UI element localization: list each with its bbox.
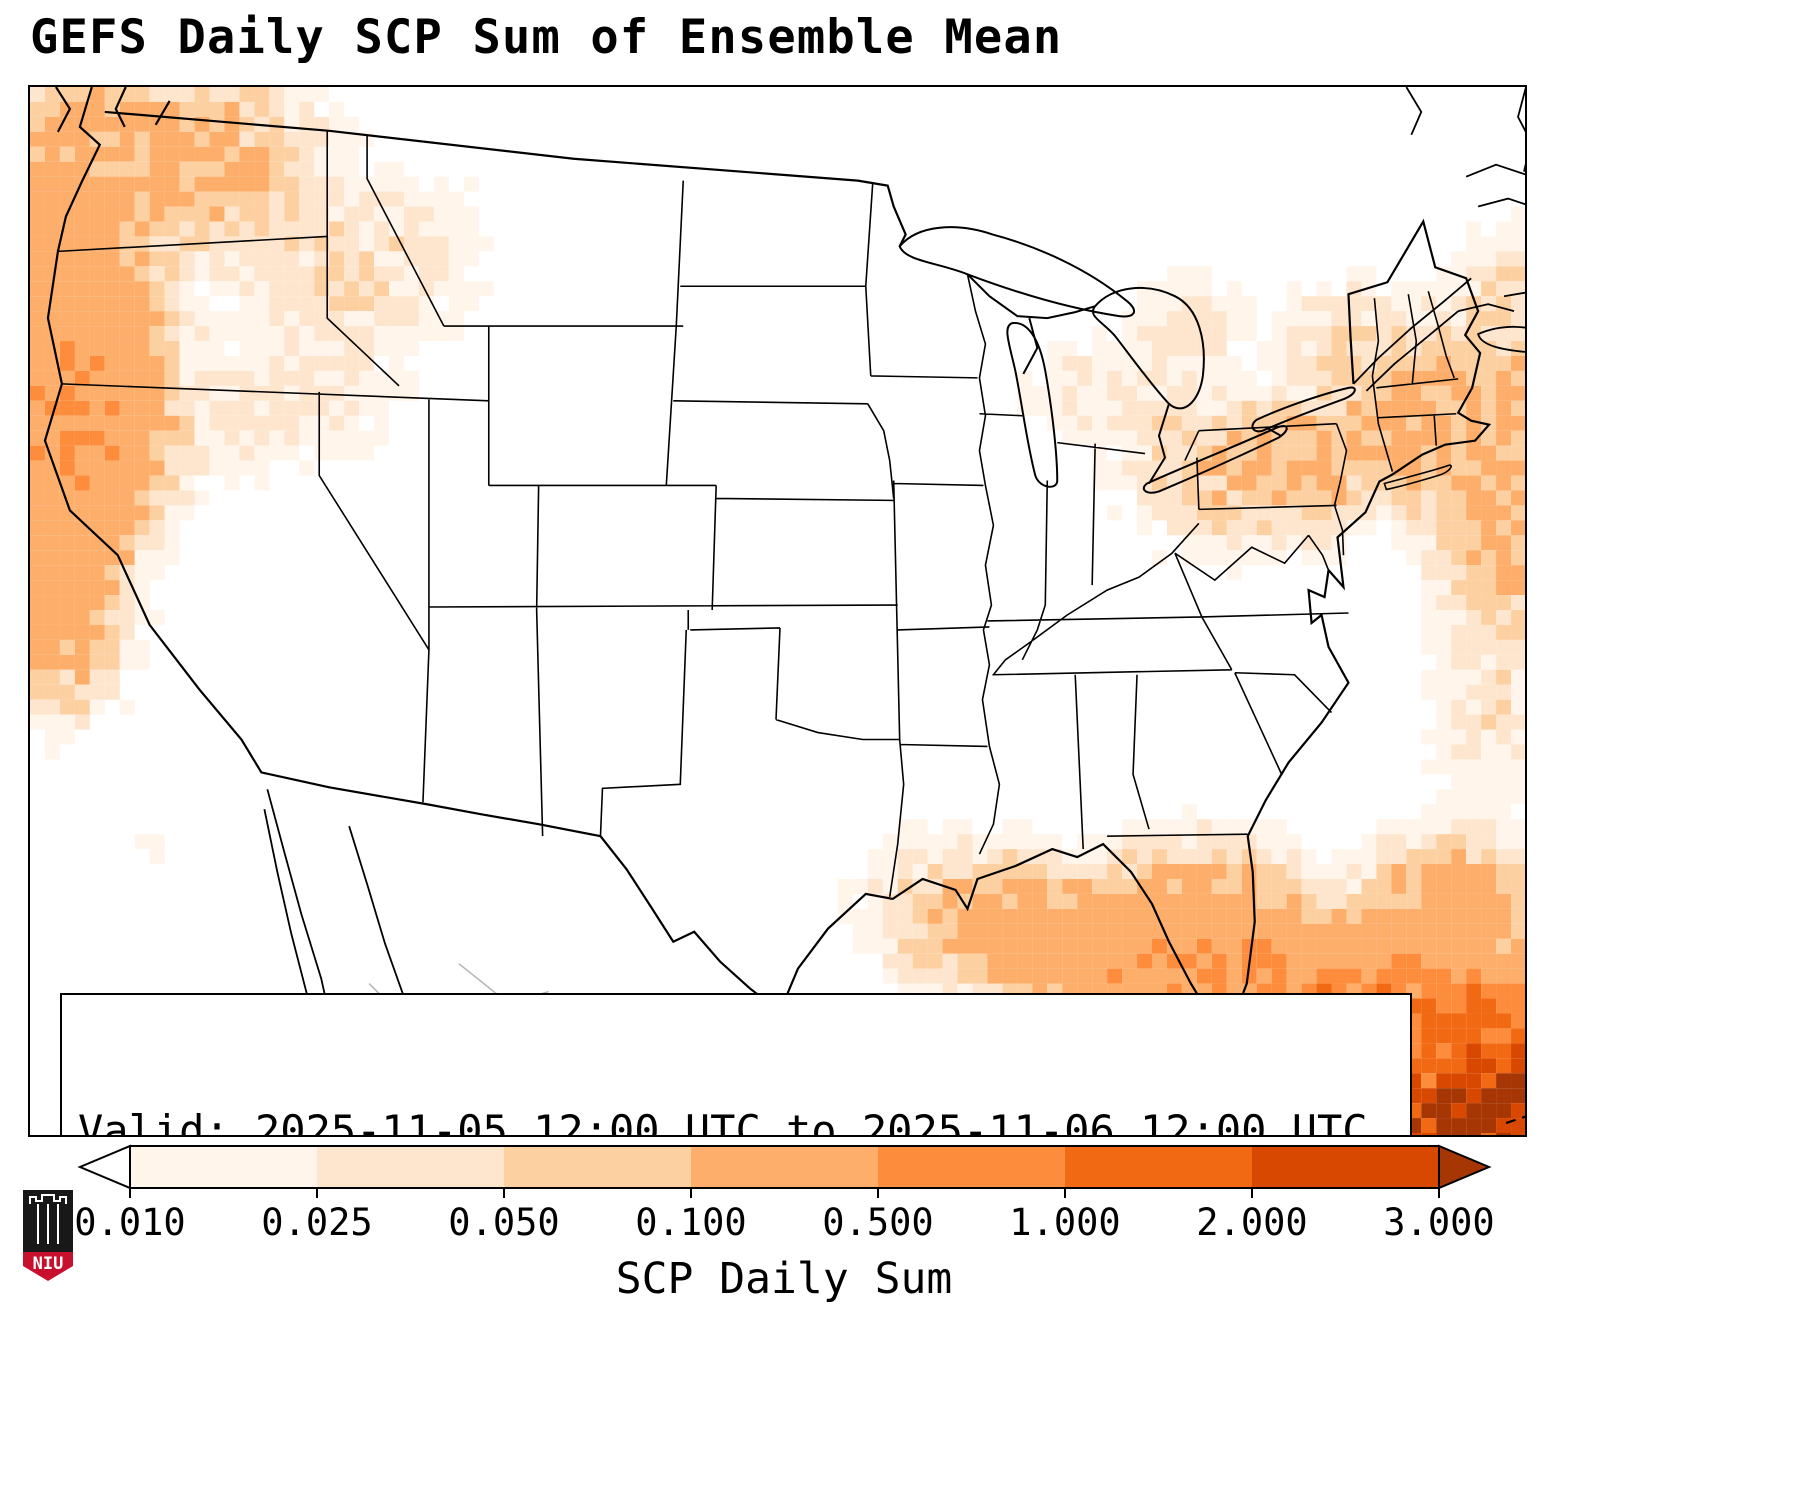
niu-logo-svg: NIU	[23, 1190, 73, 1281]
state-borders-path	[57, 130, 1459, 898]
niu-logo-text: NIU	[33, 1254, 64, 1274]
svg-text:1.000: 1.000	[1009, 1201, 1120, 1244]
chart-title: GEFS Daily SCP Sum of Ensemble Mean	[30, 10, 1063, 65]
colorbar-axis-label: SCP Daily Sum	[616, 1254, 953, 1304]
svg-text:2.000: 2.000	[1196, 1201, 1307, 1244]
colorbar-area: 0.010 0.025 0.050 0.100 0.500 1.000 2.000 3.000…	[28, 1143, 1527, 1308]
svg-text:3.000: 3.000	[1383, 1201, 1494, 1244]
map-svg	[30, 87, 1525, 1135]
niu-logo: NIU	[20, 1188, 76, 1292]
svg-text:0.050: 0.050	[448, 1201, 559, 1244]
colorbar-body: 0.010 0.025 0.050 0.100 0.500 1.000 2.000 3.000	[74, 1144, 1495, 1244]
st-lawrence-maritimes-path	[1352, 87, 1525, 392]
castle-icon	[29, 1194, 67, 1204]
svg-text:0.500: 0.500	[822, 1201, 933, 1244]
svg-text:0.100: 0.100	[635, 1201, 746, 1244]
colorbar-svg: 0.010 0.025 0.050 0.100 0.500 1.000 2.000 3.000…	[74, 1144, 1495, 1304]
map-panel: Valid: 2025-11-05 12:00 UTC to 2025-11-0…	[28, 85, 1527, 1137]
validity-info-box: Valid: 2025-11-05 12:00 UTC to 2025-11-0…	[60, 993, 1412, 1137]
scp-heatmap-layer	[30, 87, 1525, 1135]
svg-text:0.010: 0.010	[74, 1201, 185, 1244]
great-lakes-path	[898, 226, 1356, 494]
niu-red-band	[23, 1252, 73, 1281]
us-coastline-path	[43, 87, 1492, 1034]
svg-text:0.025: 0.025	[261, 1201, 372, 1244]
valid-time-text: Valid: 2025-11-05 12:00 UTC to 2025-11-0…	[78, 1106, 1368, 1137]
